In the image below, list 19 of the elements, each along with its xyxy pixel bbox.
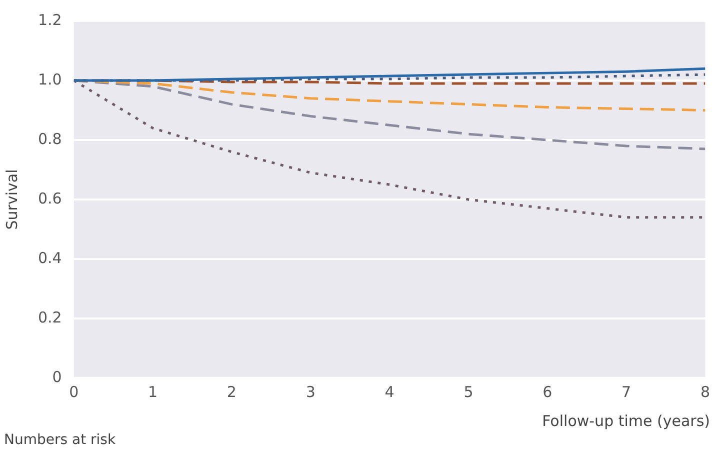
y-tick-label: 0.4	[38, 248, 62, 267]
x-tick-label: 8	[700, 382, 710, 401]
y-tick-label: 0.8	[38, 130, 62, 148]
y-tick-label: 0	[52, 368, 62, 386]
x-tick-label: 1	[148, 382, 158, 401]
x-tick-label: 5	[464, 382, 474, 401]
text: Numbers at risk	[4, 432, 116, 448]
x-tick-label: 3	[306, 382, 316, 401]
y-tick-label: 1.0	[38, 70, 62, 88]
x-tick-label: 7	[622, 382, 632, 401]
x-tick-label: 4	[384, 382, 394, 401]
y-tick-label: 0.2	[38, 308, 62, 326]
x-tick-label: 0	[69, 382, 79, 401]
x-tick-label: 2	[226, 382, 236, 401]
y-axis-title: Survival	[2, 169, 21, 230]
y-tick-label: 0.6	[38, 189, 62, 208]
x-axis-title: Follow-up time (years)	[542, 412, 710, 430]
x-tick-label: 6	[542, 382, 552, 401]
y-tick-label: 1.2	[38, 10, 62, 29]
